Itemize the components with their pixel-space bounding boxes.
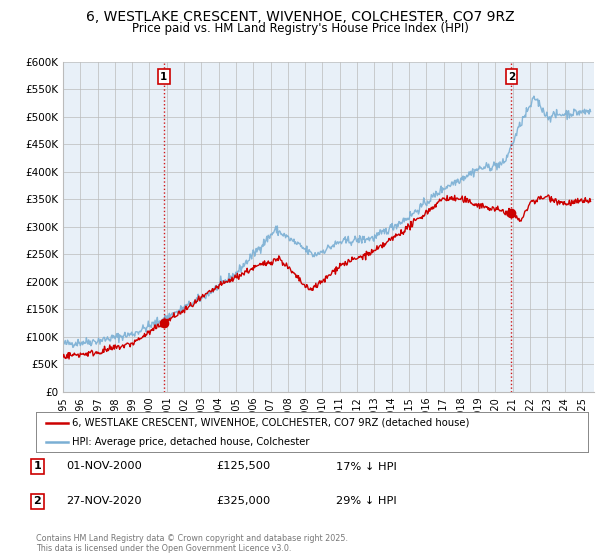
Text: £125,500: £125,500	[216, 461, 270, 472]
Text: 6, WESTLAKE CRESCENT, WIVENHOE, COLCHESTER, CO7 9RZ (detached house): 6, WESTLAKE CRESCENT, WIVENHOE, COLCHEST…	[73, 418, 470, 428]
Text: 29% ↓ HPI: 29% ↓ HPI	[336, 496, 397, 506]
Text: HPI: Average price, detached house, Colchester: HPI: Average price, detached house, Colc…	[73, 437, 310, 447]
Text: Contains HM Land Registry data © Crown copyright and database right 2025.
This d: Contains HM Land Registry data © Crown c…	[36, 534, 348, 553]
Text: 1: 1	[34, 461, 41, 472]
Text: 1: 1	[160, 72, 167, 82]
Text: Price paid vs. HM Land Registry's House Price Index (HPI): Price paid vs. HM Land Registry's House …	[131, 22, 469, 35]
Text: 6, WESTLAKE CRESCENT, WIVENHOE, COLCHESTER, CO7 9RZ: 6, WESTLAKE CRESCENT, WIVENHOE, COLCHEST…	[86, 10, 514, 24]
Text: 27-NOV-2020: 27-NOV-2020	[66, 496, 142, 506]
Text: 2: 2	[34, 496, 41, 506]
Text: £325,000: £325,000	[216, 496, 270, 506]
Text: 01-NOV-2000: 01-NOV-2000	[66, 461, 142, 472]
Text: 17% ↓ HPI: 17% ↓ HPI	[336, 461, 397, 472]
Text: 2: 2	[508, 72, 515, 82]
